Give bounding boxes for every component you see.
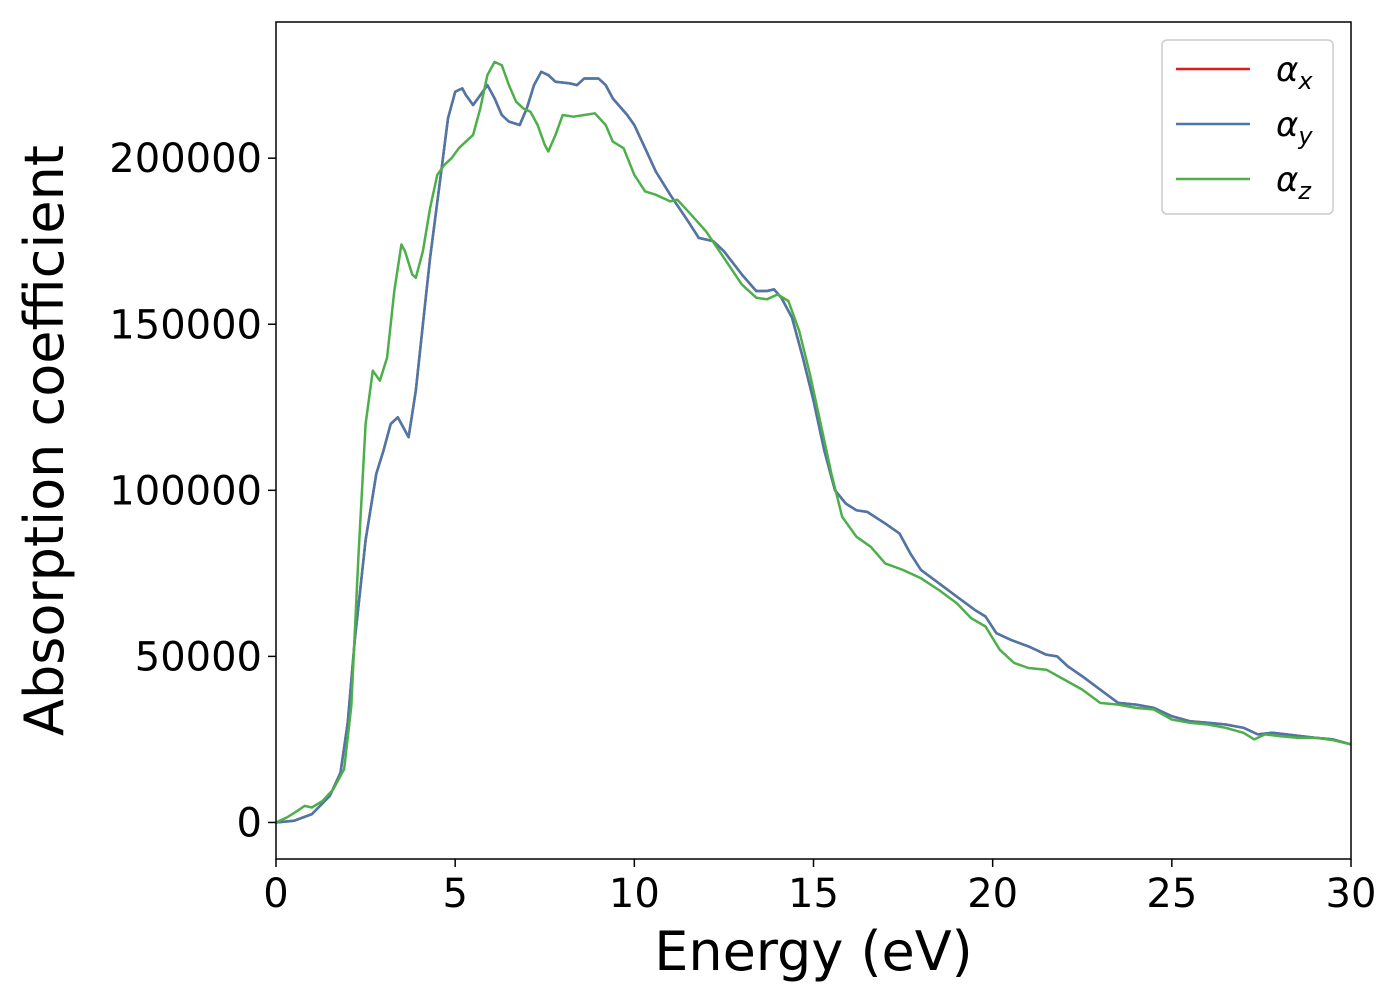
legend-box bbox=[1161, 39, 1334, 215]
x-tick-label: 10 bbox=[609, 871, 660, 917]
x-tick-label: 15 bbox=[788, 871, 839, 917]
x-axis-label: Energy (eV) bbox=[654, 920, 973, 983]
legend-label-z: αz bbox=[1276, 160, 1312, 205]
legend: αx αy αz bbox=[1161, 39, 1334, 215]
legend-label-y: αy bbox=[1276, 105, 1313, 150]
y-tick-label: 150000 bbox=[109, 302, 262, 348]
legend-label-x: αx bbox=[1276, 50, 1313, 95]
x-axis-ticks: 0 5 10 15 20 25 30 bbox=[263, 859, 1376, 917]
series-layer bbox=[276, 60, 1351, 824]
x-tick-label: 20 bbox=[967, 871, 1018, 917]
y-tick-label: 0 bbox=[237, 800, 262, 846]
y-tick-label: 200000 bbox=[109, 136, 262, 182]
y-tick-label: 50000 bbox=[135, 634, 262, 680]
series-line-z bbox=[276, 60, 1351, 824]
y-axis-ticks: 0 50000 100000 150000 200000 bbox=[109, 136, 276, 846]
x-tick-label: 0 bbox=[263, 871, 288, 917]
x-tick-label: 25 bbox=[1146, 871, 1197, 917]
x-tick-label: 5 bbox=[442, 871, 467, 917]
y-axis-label: Absorption coefficient bbox=[13, 145, 76, 736]
x-tick-label: 30 bbox=[1326, 871, 1377, 917]
y-tick-label: 100000 bbox=[109, 468, 262, 514]
series-line-y bbox=[276, 70, 1351, 824]
